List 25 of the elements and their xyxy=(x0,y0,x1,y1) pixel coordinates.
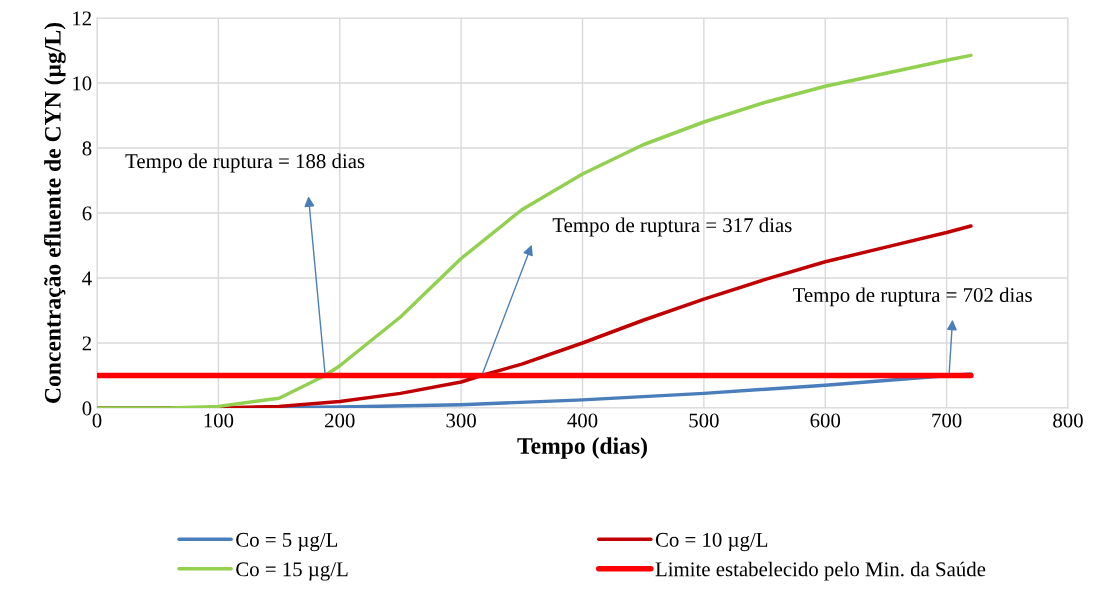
y-tick-label: 0 xyxy=(82,401,92,416)
x-tick-label: 700 xyxy=(932,413,962,428)
x-axis-title: Tempo (dias) xyxy=(517,437,647,459)
x-tick-label: 500 xyxy=(689,413,719,428)
legend-label: Co = 15 µg/L xyxy=(236,562,348,581)
y-tick-label: 12 xyxy=(73,11,91,26)
x-tick-label: 0 xyxy=(92,413,102,428)
y-tick-label: 10 xyxy=(73,76,92,91)
x-tick-label: 100 xyxy=(204,413,234,428)
y-tick-label: 4 xyxy=(82,271,92,286)
x-tick-label: 800 xyxy=(1053,413,1083,428)
legend-label: Limite estabelecido pelo Min. da Saúde xyxy=(655,561,986,581)
y-axis-title: Concentração efluente de CYN (µg/L) xyxy=(43,22,66,403)
legend-label: Co = 5 µg/L xyxy=(236,532,338,552)
x-tick-label: 300 xyxy=(446,413,476,428)
y-tick-label: 6 xyxy=(82,206,92,221)
annotation: Tempo de ruptura = 317 dias xyxy=(552,217,792,237)
legend-label: Co = 10 µg/L xyxy=(655,532,768,552)
x-tick-label: 200 xyxy=(325,413,355,428)
y-tick-label: 8 xyxy=(82,141,92,156)
x-tick-label: 400 xyxy=(567,413,598,428)
x-tick-label: 600 xyxy=(810,413,841,428)
annotation: Tempo de ruptura = 188 dias xyxy=(125,153,365,173)
annotation: Tempo de ruptura = 702 dias xyxy=(793,287,1032,307)
y-tick-label: 2 xyxy=(82,336,91,351)
